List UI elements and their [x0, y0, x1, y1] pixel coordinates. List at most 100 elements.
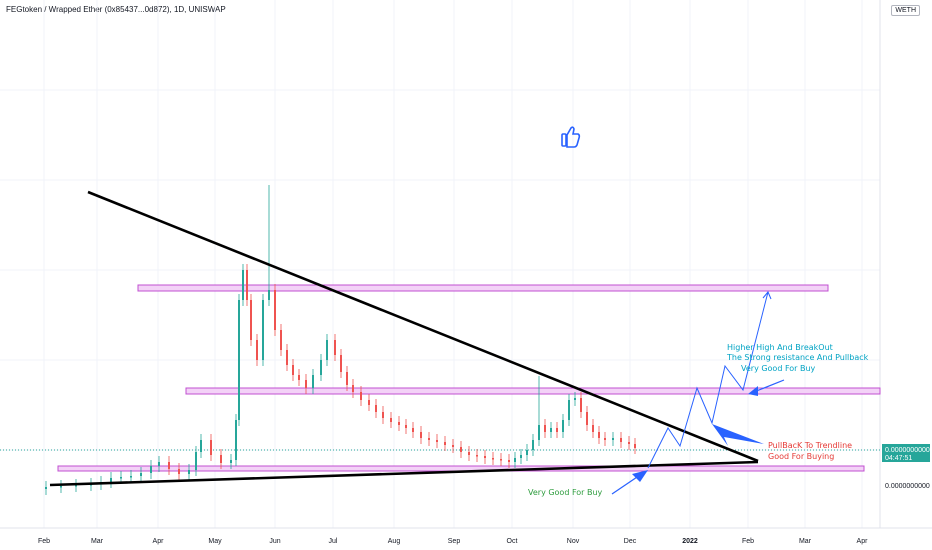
candle-body [526, 450, 528, 455]
candle-body [130, 476, 132, 478]
projection-arrowhead [762, 291, 772, 300]
candle-body [242, 270, 244, 300]
currency-badge[interactable]: WETH [891, 5, 920, 16]
candle-body [45, 487, 47, 489]
candle-body [268, 290, 270, 300]
candle-body [326, 340, 328, 360]
annotation-pullback-line1: PullBacK To Trendline [768, 441, 852, 450]
chart-title: FEGtoken / Wrapped Ether (0x85437...0d87… [6, 5, 226, 14]
candle-body [452, 445, 454, 447]
candle-body [188, 470, 190, 474]
descending-trendline [87, 190, 759, 463]
resistance-zone-upper [137, 284, 829, 292]
candle-body [140, 473, 142, 476]
annotation-pullback-line2: Good For Buying [768, 452, 834, 461]
candle-body [250, 300, 252, 340]
x-tick-label: Mar [91, 538, 104, 545]
candle-body [562, 420, 564, 432]
x-tick-label: Dec [624, 538, 637, 545]
candle-body [436, 440, 438, 442]
last-price-label: 0.0000000000 04:47:51 [882, 444, 930, 462]
candle-body [514, 458, 516, 462]
candle-body [390, 418, 392, 422]
candle-body [286, 350, 288, 365]
candle-body [158, 462, 160, 466]
candle-body [334, 340, 336, 355]
candle-body [508, 460, 510, 462]
candle-body [320, 360, 322, 375]
x-tick-label: Aug [388, 538, 401, 545]
candle-body [274, 290, 276, 330]
annotation-breakout-line1: Higher High And BreakOut [727, 343, 833, 352]
x-tick-label: Apr [857, 538, 869, 545]
candle-body [150, 466, 152, 473]
candles [45, 185, 636, 495]
ascending-trendline [49, 460, 759, 487]
candle-body [484, 456, 486, 458]
x-tick-label: Jun [269, 538, 280, 545]
candle-body [492, 458, 494, 460]
candle-body [305, 380, 307, 388]
candle-body [420, 432, 422, 438]
candle-body [210, 440, 212, 455]
arrow-breakout [748, 379, 785, 396]
candle-body [428, 438, 430, 440]
candle-body [220, 455, 222, 463]
candle-body [520, 455, 522, 458]
candle-body [256, 340, 258, 360]
candle-body [538, 425, 540, 440]
x-tick-label: Jul [329, 538, 338, 545]
annotation-bottom: Very Good For Buy [528, 488, 603, 497]
annotation-breakout-line2: The Strong resistance And Pullback [726, 353, 869, 362]
candle-body [556, 428, 558, 432]
candle-body [580, 398, 582, 412]
candle-body [292, 365, 294, 375]
candle-body [592, 425, 594, 432]
candle-body [235, 420, 237, 460]
candle-body [405, 425, 407, 428]
candle-body [544, 425, 546, 432]
x-tick-label: Nov [567, 538, 580, 545]
candle-body [598, 432, 600, 438]
candle-body [360, 392, 362, 400]
candle-body [200, 440, 202, 452]
x-tick-label: Mar [799, 538, 812, 545]
candle-body [382, 412, 384, 418]
candle-body [346, 372, 348, 385]
candle-body [75, 485, 77, 487]
last-price-value: 0.0000000000 [885, 447, 930, 454]
candle-body [412, 428, 414, 432]
candle-body [634, 444, 636, 448]
x-axis: Feb Mar Apr May Jun Jul Aug Sep Oct Nov Dec 2022 Feb… [38, 538, 868, 545]
candle-body [195, 452, 197, 470]
candle-body [340, 355, 342, 372]
candle-body [468, 452, 470, 455]
candle-body [238, 300, 240, 420]
candle-body [230, 460, 232, 463]
annotation-breakout-line3: Very Good For Buy [741, 364, 816, 373]
candle-body [628, 442, 630, 444]
candle-body [298, 375, 300, 380]
candle-body [460, 447, 462, 452]
candle-body [178, 469, 180, 474]
resistance-zone-middle [185, 387, 881, 395]
candle-body [110, 478, 112, 482]
candle-body [568, 400, 570, 420]
candle-body [398, 422, 400, 425]
candle-body [368, 400, 370, 405]
countdown-value: 04:47:51 [885, 455, 912, 462]
candle-body [352, 385, 354, 392]
arrow-bottom [611, 470, 648, 495]
candle-body [476, 455, 478, 457]
candle-body [532, 440, 534, 450]
candle-body [60, 486, 62, 488]
candle-body [550, 428, 552, 432]
thumbs-up-icon [561, 126, 581, 148]
x-tick-label: Feb [38, 538, 50, 545]
x-tick-label: Feb [742, 538, 754, 545]
x-tick-label: 2022 [682, 538, 698, 545]
candle-body [246, 270, 248, 300]
x-tick-label: Apr [153, 538, 165, 545]
candle-body [574, 398, 576, 400]
